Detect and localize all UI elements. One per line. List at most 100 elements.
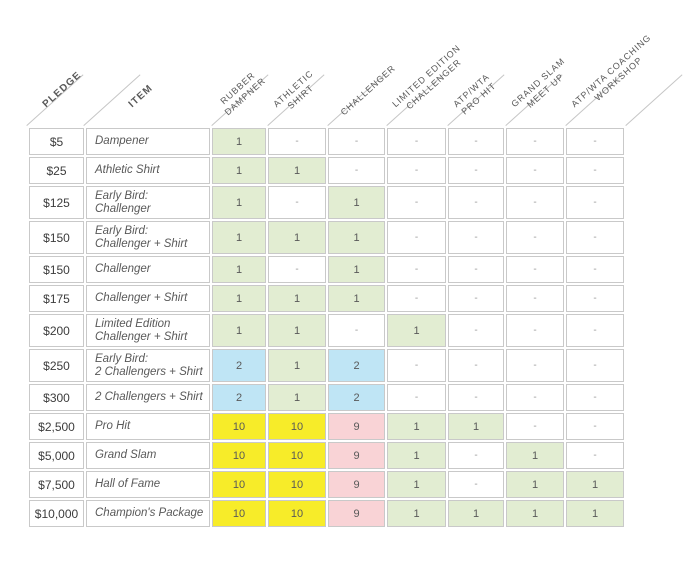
table-row: $7,500 Hall of Fame 10 10 9 1-1 1 [29, 471, 624, 498]
pledge-cell: $25 [29, 157, 84, 184]
value-cell: - [566, 349, 624, 382]
value-cell: 2 [212, 349, 266, 382]
table-row: $150 Challenger 1-1- - - - [29, 256, 624, 283]
value-cell: - [566, 442, 624, 469]
value-cell: 1 [328, 186, 385, 219]
table-row: $25 Athletic Shirt 1 1- - - - - [29, 157, 624, 184]
value-cell: - [448, 314, 504, 347]
value-cell: - [328, 128, 385, 155]
value-cell: 1 [212, 221, 266, 254]
value-cell: 1 [328, 256, 385, 283]
value-cell: - [506, 413, 564, 440]
table-row: $5 Dampener 1- - - - - - [29, 128, 624, 155]
item-cell: Limited Edition Challenger + Shirt [86, 314, 210, 347]
table-row: $200 Limited Edition Challenger + Shirt 1 1… [29, 314, 624, 347]
pledge-table-body: $5 Dampener 1- - - - - - $25 Athletic Shirt 1 1- - - -… [29, 128, 624, 527]
item-cell: Champion's Package [86, 500, 210, 527]
item-cell: Grand Slam [86, 442, 210, 469]
pledge-cell: $300 [29, 384, 84, 411]
value-cell: 1 [212, 285, 266, 312]
item-cell: Athletic Shirt [86, 157, 210, 184]
value-cell: - [566, 285, 624, 312]
column-header: GRAND SLAM MEET UP [509, 55, 567, 110]
value-cell: 10 [268, 413, 326, 440]
pledge-cell: $10,000 [29, 500, 84, 527]
corner-header-item: ITEM [126, 82, 156, 110]
value-cell: - [448, 157, 504, 184]
value-cell: 10 [212, 500, 266, 527]
value-cell: - [506, 349, 564, 382]
value-cell: - [506, 256, 564, 283]
item-cell: Hall of Fame [86, 471, 210, 498]
value-cell: 1 [212, 128, 266, 155]
value-cell: 1 [387, 314, 446, 347]
item-cell: Early Bird: 2 Challengers + Shirt [86, 349, 210, 382]
value-cell: - [448, 285, 504, 312]
value-cell: - [506, 128, 564, 155]
value-cell: - [448, 128, 504, 155]
value-cell: 1 [268, 384, 326, 411]
value-cell: - [328, 314, 385, 347]
value-cell: 10 [212, 442, 266, 469]
value-cell: 1 [566, 471, 624, 498]
corner-header-pledge: PLEDGE [40, 69, 84, 110]
value-cell: 1 [506, 500, 564, 527]
value-cell: 10 [268, 500, 326, 527]
column-header: CHALLENGER [338, 62, 398, 118]
value-cell: 1 [448, 413, 504, 440]
pledge-cell: $5,000 [29, 442, 84, 469]
table-row: $5,000 Grand Slam 10 10 9 1-1- [29, 442, 624, 469]
column-header: RUBBER DAMPNER [218, 70, 268, 118]
value-cell: - [566, 413, 624, 440]
table-header: PLEDGE ITEM RUBBER DAMPNER ATHLETIC SHIRT CH… [0, 0, 700, 126]
value-cell: 1 [212, 256, 266, 283]
value-cell: - [506, 157, 564, 184]
value-cell: 1 [387, 471, 446, 498]
value-cell: 1 [387, 413, 446, 440]
table-row: $150 Early Bird: Challenger + Shirt 1 1 1- - -… [29, 221, 624, 254]
value-cell: 2 [212, 384, 266, 411]
value-cell: - [566, 128, 624, 155]
value-cell: - [506, 221, 564, 254]
value-cell: - [566, 384, 624, 411]
value-cell: - [448, 256, 504, 283]
value-cell: 9 [328, 442, 385, 469]
table-row: $10,000 Champion's Package 10 10 9 1 1 1 1 [29, 500, 624, 527]
value-cell: 1 [387, 500, 446, 527]
value-cell: 1 [566, 500, 624, 527]
value-cell: - [506, 384, 564, 411]
value-cell: 1 [448, 500, 504, 527]
value-cell: 9 [328, 500, 385, 527]
value-cell: - [387, 221, 446, 254]
value-cell: - [448, 442, 504, 469]
item-cell: Pro Hit [86, 413, 210, 440]
value-cell: 1 [506, 442, 564, 469]
value-cell: 1 [328, 221, 385, 254]
pledge-cell: $200 [29, 314, 84, 347]
pledge-cell: $175 [29, 285, 84, 312]
value-cell: 1 [328, 285, 385, 312]
table-row: $125 Early Bird: Challenger 1-1- - - - [29, 186, 624, 219]
value-cell: - [448, 471, 504, 498]
value-cell: - [387, 285, 446, 312]
value-cell: - [268, 128, 326, 155]
value-cell: 1 [212, 186, 266, 219]
value-cell: - [566, 221, 624, 254]
value-cell: - [448, 384, 504, 411]
pledge-cell: $7,500 [29, 471, 84, 498]
value-cell: - [387, 157, 446, 184]
value-cell: 2 [328, 384, 385, 411]
value-cell: 1 [268, 314, 326, 347]
value-cell: - [448, 186, 504, 219]
value-cell: - [387, 256, 446, 283]
column-header: ATHLETIC SHIRT [271, 68, 316, 112]
value-cell: 1 [506, 471, 564, 498]
header-diagonal-line [625, 74, 683, 126]
item-cell: Challenger [86, 256, 210, 283]
pledge-cell: $250 [29, 349, 84, 382]
value-cell: - [268, 256, 326, 283]
value-cell: 1 [212, 157, 266, 184]
value-cell: 10 [268, 471, 326, 498]
item-cell: Dampener [86, 128, 210, 155]
